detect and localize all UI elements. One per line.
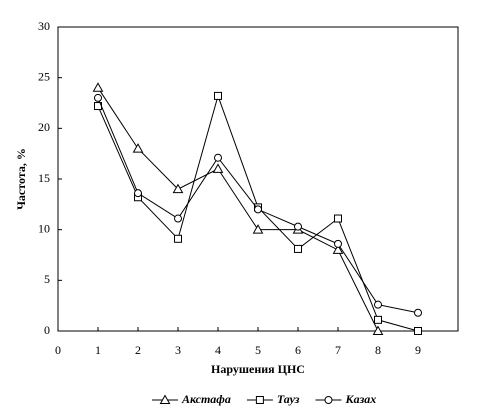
- y-tick-label: 10: [38, 221, 50, 235]
- legend-marker: [159, 394, 171, 404]
- marker: [374, 300, 382, 309]
- marker: [414, 308, 422, 317]
- y-tick-label: 25: [38, 69, 50, 83]
- series-line: [97, 87, 379, 332]
- x-tick-label: 4: [215, 343, 221, 357]
- marker: [374, 315, 382, 324]
- marker: [252, 224, 264, 234]
- marker: [334, 214, 342, 223]
- marker: [134, 189, 142, 198]
- series-line: [97, 94, 419, 332]
- marker: [94, 93, 102, 102]
- x-tick-label: 1: [95, 343, 101, 357]
- x-tick-label: 0: [55, 343, 61, 357]
- legend-label: Акстафа: [181, 392, 231, 406]
- y-tick-label: 0: [44, 323, 50, 337]
- marker: [294, 244, 302, 253]
- marker: [132, 143, 144, 153]
- marker: [174, 234, 182, 243]
- marker: [214, 153, 222, 162]
- y-axis-label: Частота, %: [14, 148, 28, 210]
- plot-frame: [57, 26, 459, 332]
- marker: [334, 239, 342, 248]
- marker: [332, 244, 344, 254]
- x-tick-label: 3: [175, 343, 181, 357]
- x-axis-label: Нарушения ЦНС: [211, 362, 305, 376]
- x-tick-label: 8: [375, 343, 381, 357]
- marker: [214, 91, 222, 100]
- legend-marker: [255, 396, 264, 404]
- marker: [254, 205, 262, 214]
- x-tick-label: 5: [255, 343, 261, 357]
- marker: [172, 183, 184, 194]
- y-tick-label: 15: [38, 171, 50, 185]
- legend-label: Тауз: [277, 392, 300, 406]
- x-tick-label: 9: [415, 343, 421, 357]
- legend-label: Казах: [344, 392, 376, 406]
- marker: [212, 163, 224, 173]
- x-tick-label: 7: [335, 343, 341, 357]
- marker: [174, 214, 182, 223]
- marker: [372, 325, 384, 335]
- y-tick-label: 30: [38, 19, 50, 33]
- legend-marker: [324, 396, 333, 404]
- x-tick-label: 6: [295, 343, 301, 357]
- marker: [294, 222, 302, 231]
- marker: [92, 82, 104, 92]
- x-tick-label: 2: [135, 343, 141, 357]
- marker: [414, 327, 422, 335]
- y-tick-label: 5: [44, 272, 50, 286]
- y-tick-label: 20: [38, 120, 50, 134]
